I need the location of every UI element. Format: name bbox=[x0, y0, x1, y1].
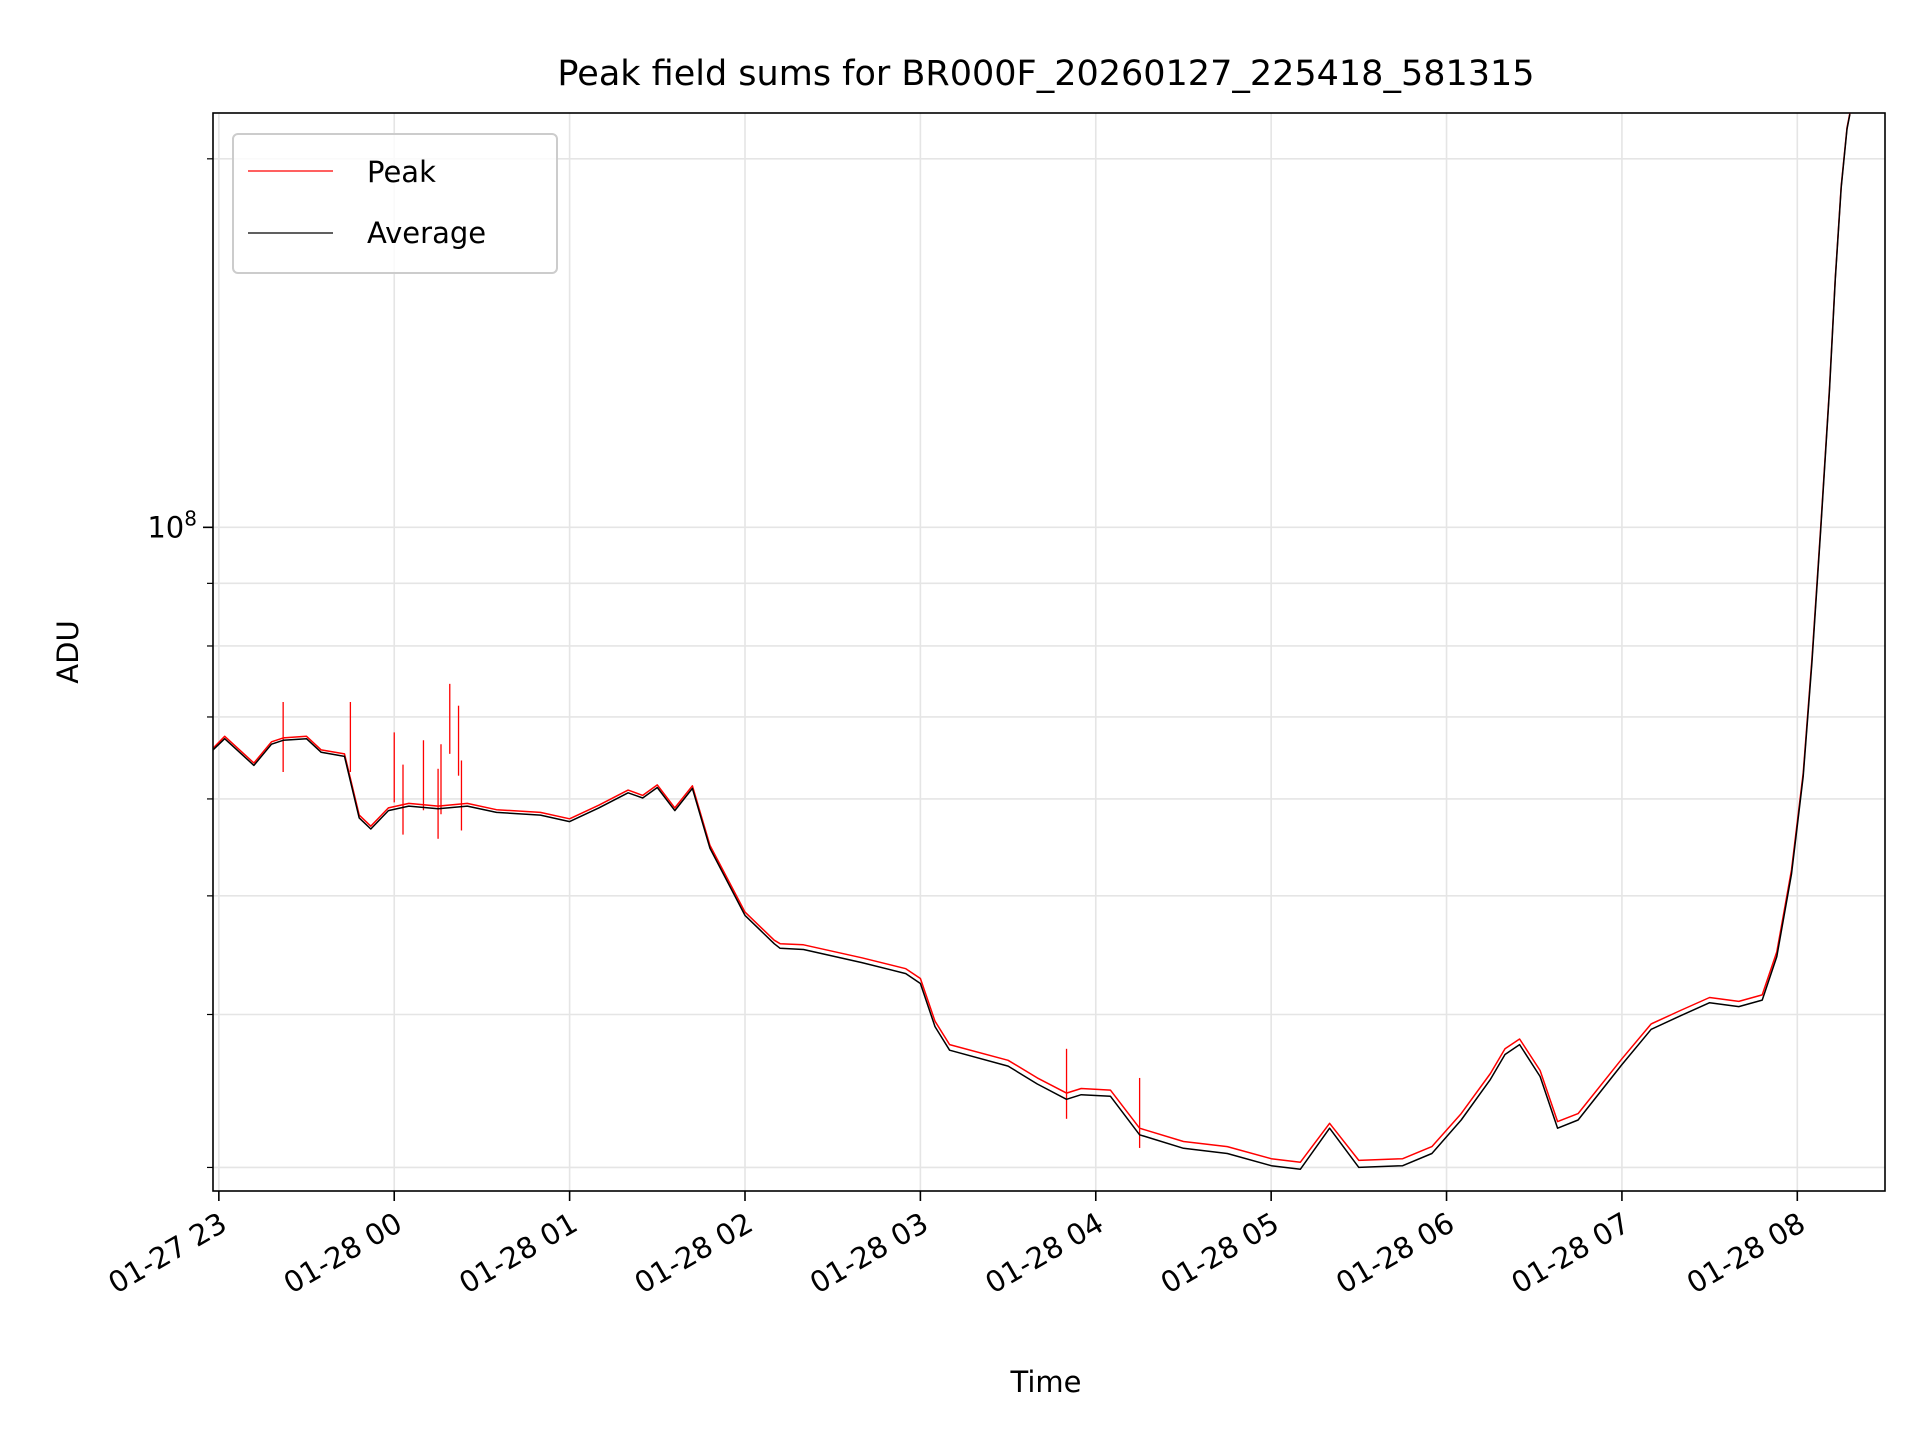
legend-label-average: Average bbox=[367, 216, 486, 250]
chart-title: Peak field sums for BR000F_20260127_2254… bbox=[557, 54, 1534, 94]
y-axis-label: ADU bbox=[51, 620, 85, 683]
plot-frame bbox=[212, 112, 1886, 1192]
y-tick-label: 108 bbox=[147, 506, 197, 544]
series-line-average bbox=[212, 114, 1851, 1170]
series-line-peak bbox=[212, 112, 1851, 1163]
legend-box bbox=[232, 133, 558, 274]
legend: Peak Average bbox=[232, 133, 558, 274]
series-layer bbox=[212, 112, 1851, 1170]
grid-lines bbox=[213, 113, 1885, 1191]
legend-label-peak: Peak bbox=[367, 155, 436, 189]
x-axis-label: Time bbox=[1010, 1365, 1082, 1399]
